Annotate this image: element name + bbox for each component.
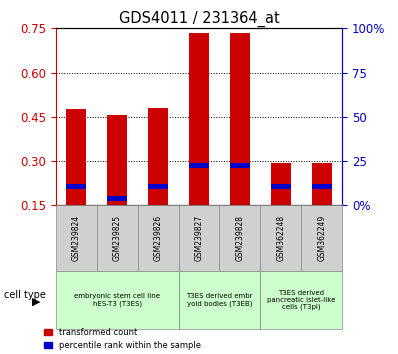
Bar [230, 163, 250, 169]
Text: GSM362249: GSM362249 [317, 215, 326, 261]
Bar [107, 195, 127, 201]
Bar [230, 33, 250, 205]
Bar [271, 184, 291, 189]
Text: GSM239826: GSM239826 [154, 215, 162, 261]
Bar [189, 33, 209, 205]
Bar [189, 163, 209, 169]
Legend: transformed count, percentile rank within the sample: transformed count, percentile rank withi… [44, 328, 201, 350]
Text: cell type: cell type [4, 290, 46, 300]
Title: GDS4011 / 231364_at: GDS4011 / 231364_at [119, 11, 279, 27]
Bar [107, 115, 127, 205]
Text: GSM362248: GSM362248 [276, 215, 285, 261]
Text: T3ES derived
pancreatic islet-like
cells (T3pi): T3ES derived pancreatic islet-like cells… [267, 290, 336, 310]
Text: ▶: ▶ [31, 297, 40, 307]
Bar [312, 184, 332, 189]
Text: GSM239827: GSM239827 [195, 215, 203, 261]
Bar [312, 162, 332, 205]
Text: GSM239828: GSM239828 [236, 215, 244, 261]
Text: GSM239824: GSM239824 [72, 215, 81, 261]
Bar [148, 108, 168, 205]
Bar [271, 162, 291, 205]
Text: T3ES derived embr
yoid bodies (T3EB): T3ES derived embr yoid bodies (T3EB) [186, 293, 253, 307]
Text: GSM239825: GSM239825 [113, 215, 122, 261]
Bar [66, 109, 86, 205]
Text: embryonic stem cell line
hES-T3 (T3ES): embryonic stem cell line hES-T3 (T3ES) [74, 293, 160, 307]
Bar [148, 184, 168, 189]
Bar [66, 184, 86, 189]
